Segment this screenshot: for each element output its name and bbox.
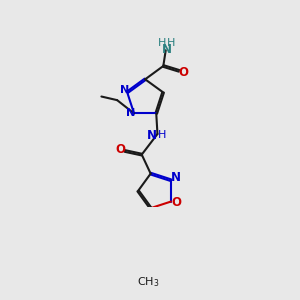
Text: N: N xyxy=(126,109,135,118)
Text: O: O xyxy=(116,143,125,156)
Text: CH$_3$: CH$_3$ xyxy=(137,275,160,289)
Text: H: H xyxy=(158,38,166,49)
Text: N: N xyxy=(162,43,172,56)
Text: H: H xyxy=(158,130,166,140)
Text: N: N xyxy=(120,85,129,95)
Text: N: N xyxy=(171,171,181,184)
Text: N: N xyxy=(147,129,157,142)
Text: O: O xyxy=(171,196,181,209)
Text: H: H xyxy=(167,38,175,49)
Text: O: O xyxy=(178,65,188,79)
